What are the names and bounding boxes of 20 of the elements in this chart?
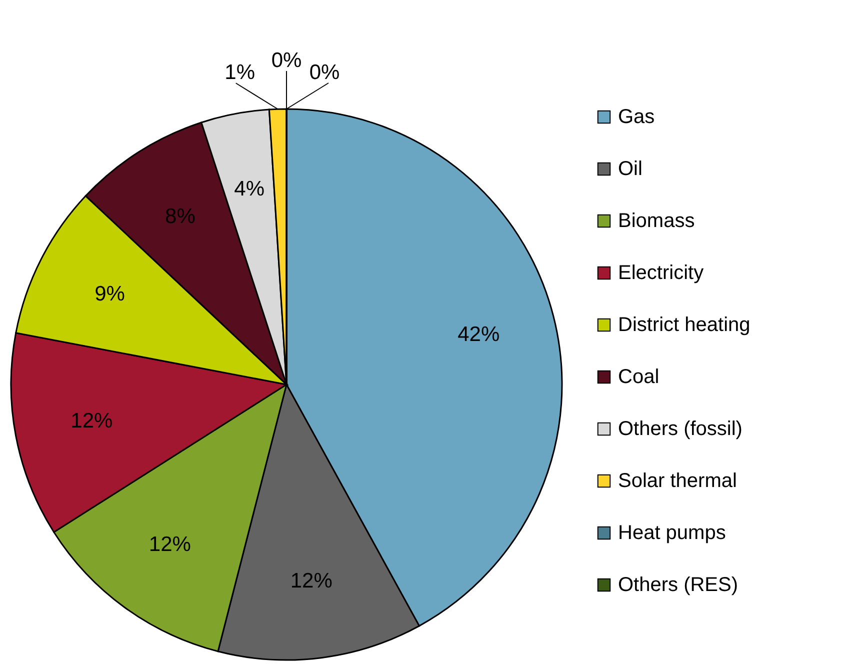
data-label: 8%: [165, 205, 196, 228]
legend-label: District heating: [618, 314, 750, 336]
data-label: 12%: [148, 532, 191, 556]
data-label: 12%: [70, 410, 113, 433]
text: 0%: [309, 61, 340, 84]
legend-label: Heat pumps: [618, 522, 726, 544]
legend-label: Biomass: [618, 210, 695, 232]
text: 0%: [271, 49, 302, 72]
legend-label: Electricity: [618, 262, 704, 284]
data-label: 12%: [290, 569, 332, 592]
legend-label: Others (fossil): [618, 418, 742, 440]
legend-label: Gas: [618, 106, 655, 128]
legend-label: Others (RES): [618, 574, 738, 596]
legend-label: Coal: [618, 366, 660, 388]
legend-label: Oil: [618, 158, 642, 180]
legend-label: Solar thermal: [618, 470, 737, 492]
data-label: 1%: [224, 61, 256, 84]
data-label: 42%: [458, 323, 500, 346]
data-label: 9%: [94, 282, 125, 306]
data-label: 4%: [234, 178, 265, 201]
